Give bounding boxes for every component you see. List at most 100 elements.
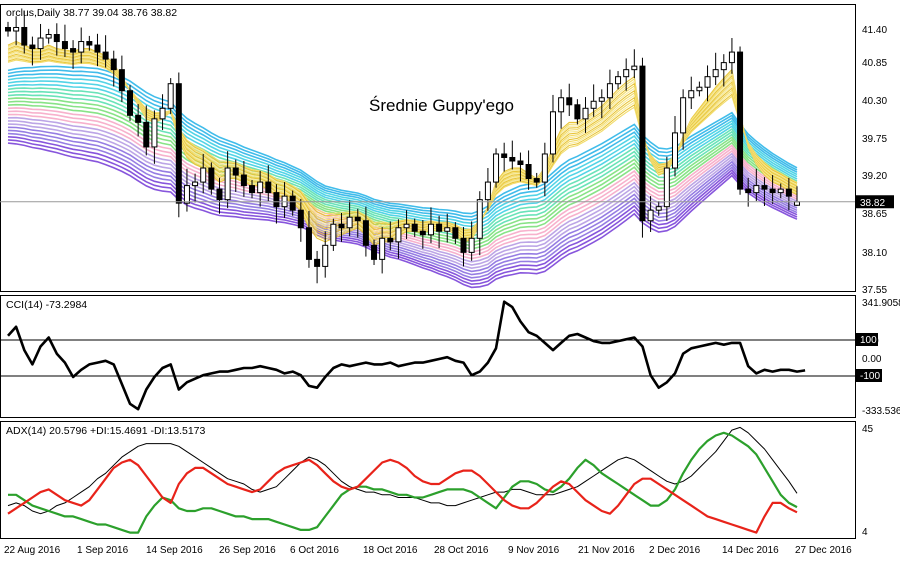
candle-body: [769, 188, 776, 194]
candle-body: [582, 107, 589, 120]
candle-body: [541, 153, 548, 183]
candle-body: [224, 167, 231, 201]
candle-body: [647, 209, 654, 222]
candle-body: [501, 153, 508, 158]
guppy-short-line: [7, 59, 798, 230]
main-panel-frame: [0, 4, 856, 292]
price-marker: [856, 195, 894, 209]
x-tick: 26 Sep 2016: [219, 545, 276, 556]
candle-body: [61, 41, 68, 50]
candle-body: [623, 69, 630, 78]
x-tick: 14 Dec 2016: [722, 545, 779, 556]
x-tick: 22 Aug 2016: [4, 545, 61, 556]
candle-body: [655, 206, 662, 211]
candle-body: [387, 237, 394, 243]
candle-body: [249, 185, 256, 194]
candle-body: [13, 26, 20, 32]
adx-lines: [7, 426, 798, 534]
candle-body: [183, 185, 190, 204]
candle-body: [379, 237, 386, 260]
candle-body: [558, 97, 565, 113]
minus-di-series-line: [7, 458, 798, 534]
candle-body: [78, 41, 85, 53]
candle-body: [468, 237, 475, 253]
y-tick: 40.30: [862, 96, 887, 107]
candlesticks: [5, 10, 800, 284]
candle-body: [696, 86, 703, 92]
candle-body: [671, 132, 678, 169]
candle-body: [192, 181, 199, 187]
candle-body: [639, 65, 646, 222]
guppy-long-line: [7, 69, 798, 218]
y-tick: 40.85: [862, 58, 887, 69]
candle-body: [371, 244, 378, 260]
candle-body: [794, 201, 800, 206]
candle-body: [484, 181, 491, 201]
candle-body: [53, 34, 60, 43]
plus-di-series-line: [8, 431, 798, 534]
candle-body: [509, 156, 516, 162]
cci-marker-100: [856, 333, 878, 346]
candle-body: [712, 69, 719, 78]
candle-body: [720, 62, 727, 71]
guppy-long-line: [7, 132, 798, 279]
y-tick: 39.20: [862, 171, 887, 182]
candle-body: [232, 167, 239, 176]
candle-body: [175, 83, 182, 204]
y-tick: 39.75: [862, 134, 887, 145]
x-axis: 22 Aug 2016 1 Sep 2016 14 Sep 2016 26 Se…: [4, 545, 852, 556]
candle-body: [135, 114, 142, 123]
candle-body: [777, 188, 784, 194]
candle-body: [452, 227, 459, 239]
guppy-long-line: [7, 136, 798, 282]
x-tick: 2 Dec 2016: [649, 545, 701, 556]
main-header: orclus,Daily 38.77 39.04 38.76 38.82: [6, 7, 177, 19]
candle-body: [606, 83, 613, 99]
guppy-long-line: [7, 65, 798, 215]
candle-body: [444, 227, 451, 232]
candle-body: [631, 65, 638, 71]
candle-body: [436, 223, 443, 232]
candle-body: [151, 118, 158, 148]
candle-body: [403, 223, 410, 229]
candle-body: [362, 220, 369, 246]
y-tick: 341.9058: [862, 298, 900, 309]
candle-body: [704, 76, 711, 88]
y-tick: 4: [862, 527, 868, 538]
candle-body: [297, 209, 304, 229]
candle-body: [167, 83, 174, 109]
candle-body: [615, 76, 622, 85]
guppy-annotation: Średnie Guppy'ego: [369, 96, 514, 115]
candle-body: [785, 188, 792, 197]
candle-body: [533, 178, 540, 183]
guppy-long-line: [7, 126, 798, 273]
candle-body: [663, 167, 670, 208]
candle-body: [411, 223, 418, 232]
guppy-long-line: [7, 142, 798, 289]
x-tick: 21 Nov 2016: [578, 545, 635, 556]
candle-body: [29, 44, 36, 50]
candle-body: [395, 227, 402, 243]
candle-body: [127, 90, 134, 116]
candle-body: [118, 69, 125, 92]
guppy-long-line: [7, 73, 798, 221]
candle-body: [208, 167, 215, 190]
cci-panel-frame: [0, 295, 856, 418]
cci-marker-minus100-label: -100: [860, 371, 880, 382]
price-marker-label: 38.82: [860, 198, 885, 209]
candle-body: [753, 185, 760, 194]
y-tick: 41.40: [862, 25, 887, 36]
candle-body: [70, 48, 77, 53]
candle-body: [322, 244, 329, 267]
candle-body: [745, 188, 752, 194]
candle-body: [761, 185, 768, 190]
x-tick: 27 Dec 2016: [795, 545, 852, 556]
candle-body: [5, 26, 11, 32]
adx-header: ADX(14) 20.5796 +DI:15.4691 -DI:13.5173: [6, 425, 206, 437]
candle-body: [354, 216, 361, 222]
candle-body: [419, 230, 426, 236]
guppy-long-line: [7, 76, 798, 225]
x-tick: 9 Nov 2016: [508, 545, 560, 556]
